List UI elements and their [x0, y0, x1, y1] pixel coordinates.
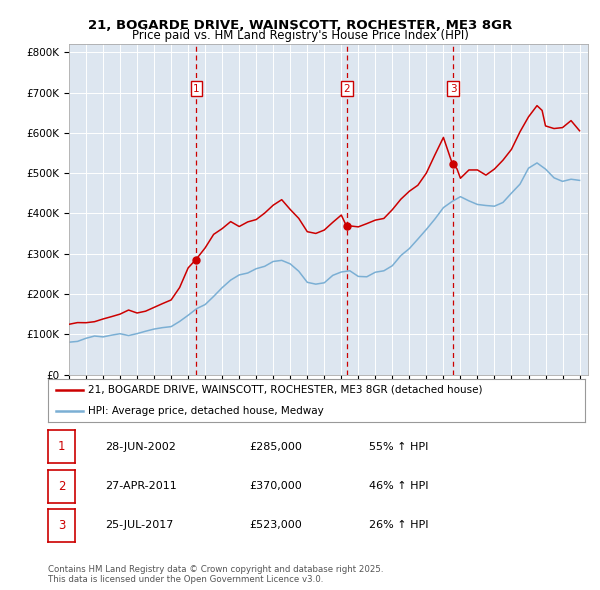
Text: 27-APR-2011: 27-APR-2011 — [105, 481, 177, 491]
Text: 21, BOGARDE DRIVE, WAINSCOTT, ROCHESTER, ME3 8GR (detached house): 21, BOGARDE DRIVE, WAINSCOTT, ROCHESTER,… — [88, 385, 483, 395]
Text: £523,000: £523,000 — [249, 520, 302, 530]
Text: 46% ↑ HPI: 46% ↑ HPI — [369, 481, 428, 491]
Text: 55% ↑ HPI: 55% ↑ HPI — [369, 442, 428, 451]
Text: £370,000: £370,000 — [249, 481, 302, 491]
Text: 25-JUL-2017: 25-JUL-2017 — [105, 520, 173, 530]
Text: 2: 2 — [343, 84, 350, 94]
Text: 26% ↑ HPI: 26% ↑ HPI — [369, 520, 428, 530]
Text: 1: 1 — [58, 440, 65, 453]
Text: 1: 1 — [193, 84, 200, 94]
Text: 3: 3 — [449, 84, 456, 94]
Text: 2: 2 — [58, 480, 65, 493]
Text: 21, BOGARDE DRIVE, WAINSCOTT, ROCHESTER, ME3 8GR: 21, BOGARDE DRIVE, WAINSCOTT, ROCHESTER,… — [88, 19, 512, 32]
Text: HPI: Average price, detached house, Medway: HPI: Average price, detached house, Medw… — [88, 407, 324, 416]
Text: Price paid vs. HM Land Registry's House Price Index (HPI): Price paid vs. HM Land Registry's House … — [131, 30, 469, 42]
Text: Contains HM Land Registry data © Crown copyright and database right 2025.
This d: Contains HM Land Registry data © Crown c… — [48, 565, 383, 584]
Text: 3: 3 — [58, 519, 65, 532]
Text: 28-JUN-2002: 28-JUN-2002 — [105, 442, 176, 451]
Text: £285,000: £285,000 — [249, 442, 302, 451]
